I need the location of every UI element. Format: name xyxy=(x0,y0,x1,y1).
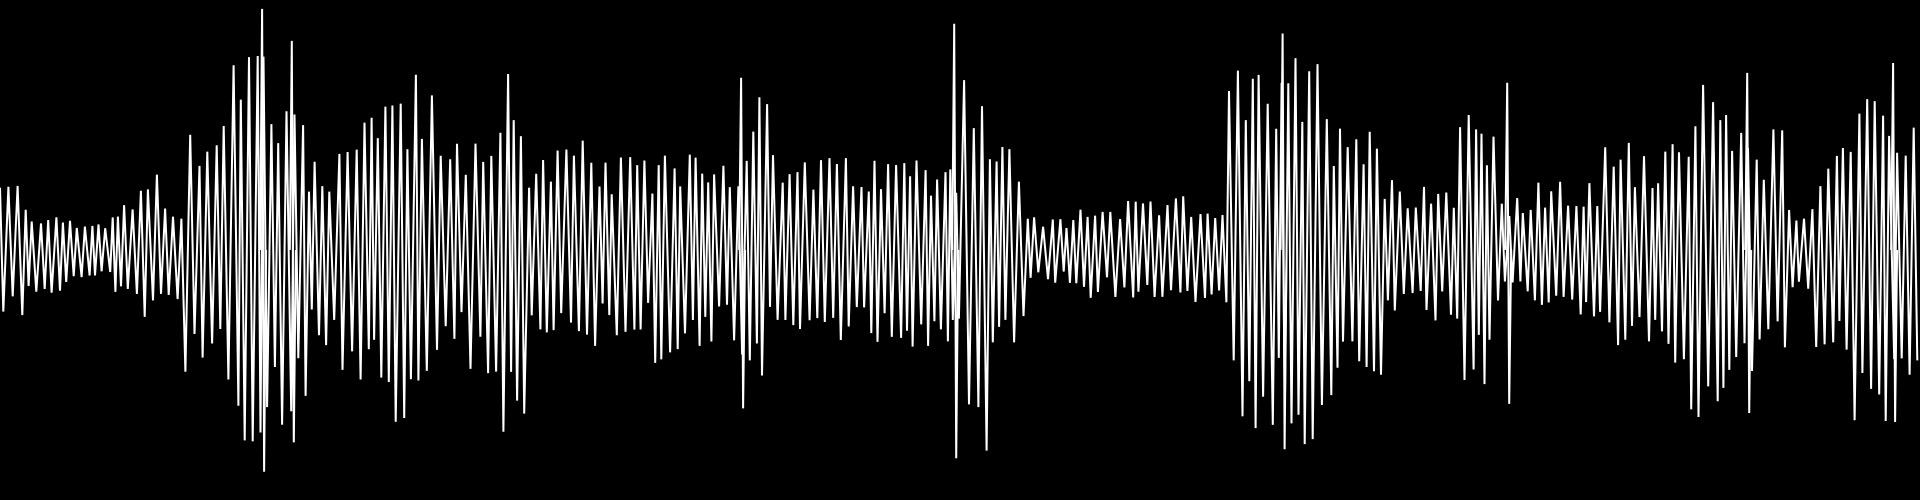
waveform-peak xyxy=(951,23,960,459)
waveform-peak xyxy=(288,40,297,443)
waveform-peak xyxy=(738,77,747,409)
waveform-peak xyxy=(1279,33,1288,450)
waveform-peak xyxy=(1890,62,1899,423)
waveform-peak xyxy=(1504,82,1513,404)
waveform-peak xyxy=(259,8,268,472)
waveform-peak xyxy=(1744,72,1753,414)
waveform-peaks xyxy=(259,8,1899,472)
